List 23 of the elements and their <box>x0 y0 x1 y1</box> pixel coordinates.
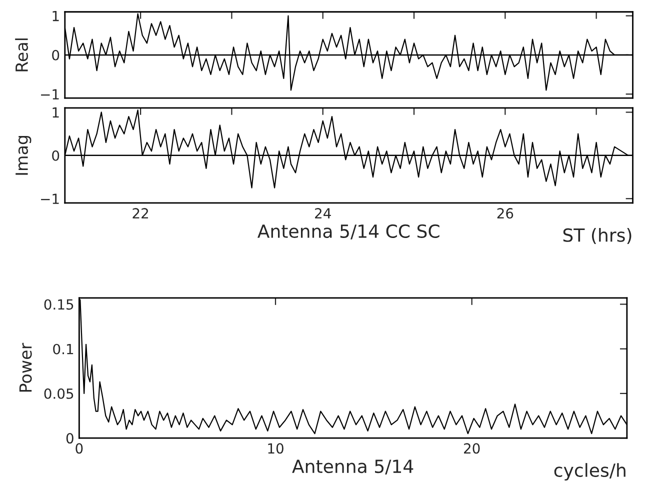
x-axis-title: Antenna 5/14 <box>292 460 414 475</box>
y-tick-label: 1 <box>52 10 59 22</box>
x-tick-label: 26 <box>497 208 514 219</box>
x-tick-label: 20 <box>464 443 480 454</box>
y-tick-label: 0.15 <box>44 299 74 310</box>
text: ST (hrs) <box>563 228 632 244</box>
y-tick-label: 0.1 <box>53 344 74 354</box>
x-axis-title: Antenna 5/14 CC SC <box>257 224 440 240</box>
x-tick-label: 10 <box>268 443 284 454</box>
text: cycles/h <box>554 463 626 481</box>
y-axis-title: Real <box>15 38 28 72</box>
x-tick-label: 0 <box>76 443 83 454</box>
y-axis-title: Power <box>19 342 32 392</box>
y-tick-label: 1 <box>52 107 59 118</box>
x-tick-label: 22 <box>132 208 148 218</box>
y-tick-label: 0 <box>52 150 60 161</box>
y-tick-label: 0.05 <box>44 388 74 399</box>
y-tick-label: 0 <box>66 433 74 444</box>
y-axis-title: Imag <box>16 136 32 175</box>
y-tick-label: −1 <box>41 89 59 100</box>
y-tick-label: −1 <box>41 194 59 204</box>
x-tick-label: 24 <box>315 208 331 218</box>
y-tick-label: 0 <box>52 50 60 60</box>
